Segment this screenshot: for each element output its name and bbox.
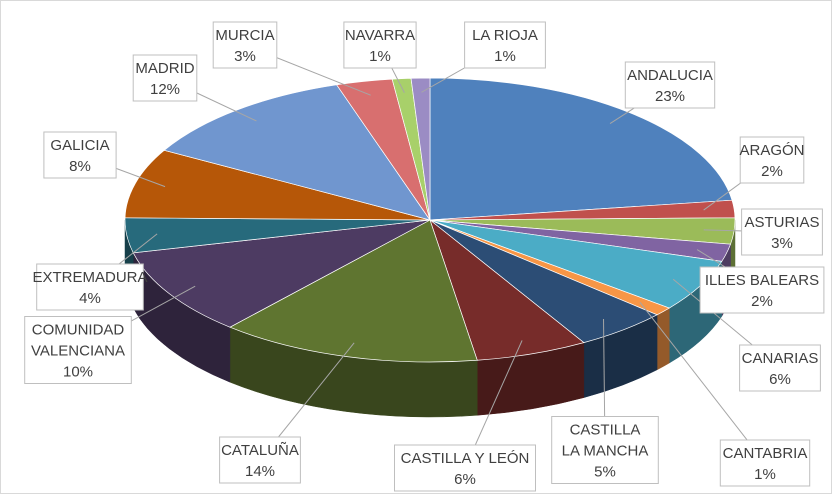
slice [410,77,431,221]
slice [429,77,733,221]
label-box [739,344,821,392]
category-label: COMUNIDAD [32,322,125,339]
label-text: EXTREMADURA 4% [32,269,147,307]
category-label: LA RIOJA [472,27,538,44]
label-box [132,54,198,102]
category-label: ARAGÓN [739,142,804,159]
data-label: CATALUÑA 14% [219,436,301,484]
data-label: MADRID 12% [132,54,198,102]
label-box [36,263,144,311]
label-text: CANTABRIA 1% [723,445,808,483]
value-label: 4% [79,290,101,307]
label-text: MURCIA 3% [215,27,274,65]
label-text: ANDALUCIA 23% [627,67,713,105]
slice [163,84,431,221]
data-label: ILLES BALEARS 2% [699,266,825,314]
category-label: EXTREMADURA [32,269,147,286]
label-box [464,21,546,69]
data-label: LA RIOJA 1% [464,21,546,69]
data-label: CANARIAS 6% [739,344,821,392]
label-text: CANARIAS 6% [742,350,819,388]
data-label: CASTILLA LA MANCHA 5% [551,416,659,484]
label-box [43,131,117,179]
data-label: MURCIA 3% [212,21,278,69]
value-label: 5% [594,464,616,481]
category-label: MURCIA [215,27,274,44]
label-text: LA RIOJA 1% [472,27,538,65]
value-label: 10% [63,364,93,381]
value-label: 2% [751,293,773,310]
value-label: 6% [769,371,791,388]
data-label: ANDALUCIA 23% [624,61,716,109]
data-label: NAVARRA 1% [343,21,417,69]
category-label: CANARIAS [742,350,819,367]
value-label: 23% [655,88,685,105]
label-box [551,416,659,484]
category-label-cont: LA MANCHA [562,443,649,460]
data-label: ASTURIAS 3% [741,208,823,256]
label-box [719,439,811,487]
data-label: GALICIA 8% [43,131,117,179]
label-box [699,266,825,314]
slice [229,219,478,363]
label-box [212,21,278,69]
slice-side [656,307,670,371]
data-label: CANTABRIA 1% [719,439,811,487]
category-label: ANDALUCIA [627,67,713,84]
data-label: EXTREMADURA 4% [32,263,148,311]
label-text: ASTURIAS 3% [744,214,819,252]
category-label-cont: VALENCIANA [31,343,125,360]
category-label: ILLES BALEARS [705,272,819,289]
label-text: CASTILLA Y LEÓN 6% [401,450,530,488]
slice [132,219,431,328]
value-label: 8% [69,158,91,175]
label-text: ARAGÓN 2% [739,142,804,180]
label-text: COMUNIDAD VALENCIANA 10% [31,322,125,381]
value-label: 1% [494,48,516,65]
value-label: 14% [245,463,275,480]
data-label: ARAGÓN 2% [739,136,805,184]
category-label: GALICIA [50,137,109,154]
value-label: 1% [369,48,391,65]
data-label: CASTILLA Y LEÓN 6% [394,444,536,492]
label-box [741,208,823,256]
label-box [343,21,417,69]
leader-line [639,302,766,464]
category-label: CATALUÑA [221,442,299,459]
label-box [24,316,132,384]
label-text: MADRID 12% [135,60,194,98]
value-label: 3% [234,48,256,65]
value-label: 12% [150,81,180,98]
value-label: 2% [761,163,783,180]
label-text: CASTILLA LA MANCHA 5% [562,422,649,481]
category-label: CASTILLA Y LEÓN [401,450,530,467]
label-box [624,61,716,109]
category-label: ASTURIAS [744,214,819,231]
data-label: COMUNIDAD VALENCIANA 10% [24,316,132,384]
value-label: 1% [754,466,776,483]
category-label: CASTILLA [570,422,641,439]
slice [124,149,431,221]
category-label: CANTABRIA [723,445,808,462]
label-box [739,136,805,184]
value-label: 6% [454,471,476,488]
value-label: 3% [771,235,793,252]
category-label: NAVARRA [345,27,415,44]
label-text: ILLES BALEARS 2% [705,272,819,310]
label-text: CATALUÑA 14% [221,442,299,480]
label-box [219,436,301,484]
label-box [394,444,536,492]
label-text: GALICIA 8% [50,137,109,175]
label-text: NAVARRA 1% [345,27,415,65]
category-label: MADRID [135,60,194,77]
